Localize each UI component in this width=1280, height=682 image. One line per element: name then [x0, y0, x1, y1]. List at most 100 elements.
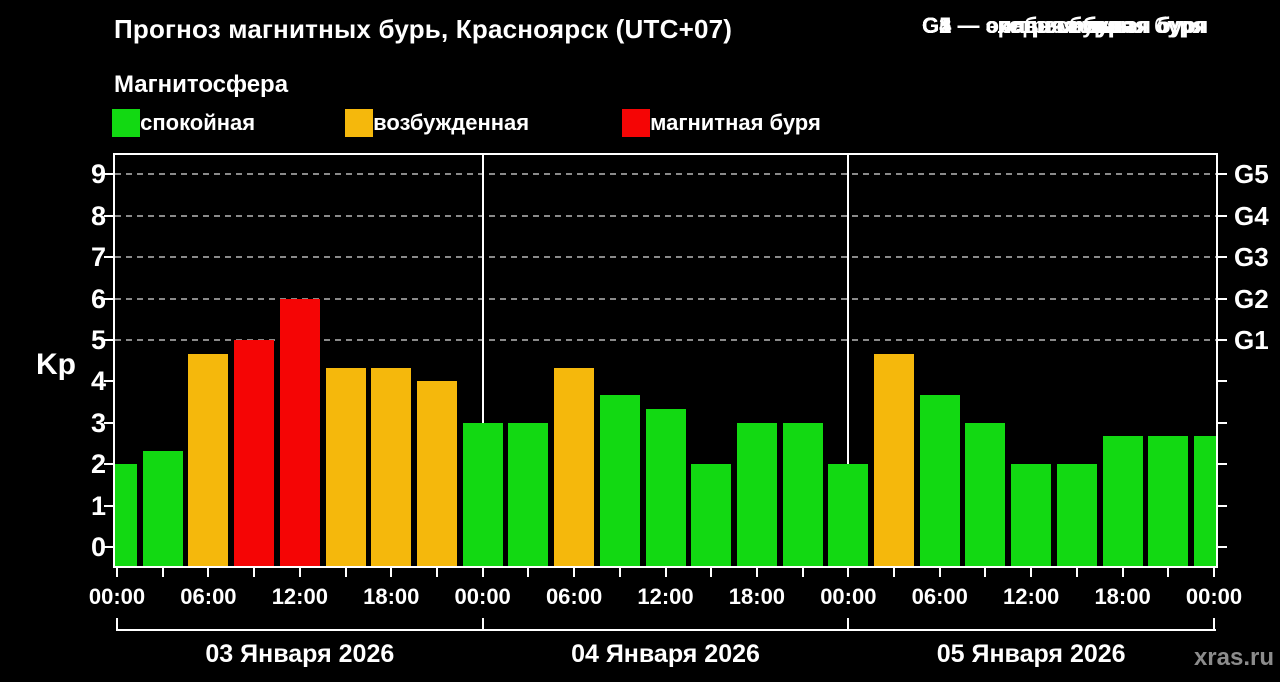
- kp-bar-h15: [325, 367, 366, 566]
- kp-bar-h63: [1056, 464, 1097, 566]
- x-tick-label-h60: 12:00: [1003, 584, 1060, 609]
- x-tick-label-h54: 06:00: [911, 584, 968, 609]
- x-tick-h60: [1030, 568, 1033, 577]
- legend-swatch-quiet: [112, 109, 140, 137]
- kp-bar-h42: [736, 422, 777, 566]
- y-tick-right-4: [1218, 380, 1227, 383]
- day-bracket-tick-3: [1213, 618, 1215, 631]
- x-tick-label-h48: 00:00: [820, 584, 877, 609]
- legend-item-unsettled: — возбужденная: [345, 109, 530, 137]
- y-tick-right-3: [1218, 421, 1227, 424]
- kp-bar-h27: [508, 422, 549, 566]
- y-tick-label-9: 9: [90, 159, 106, 190]
- kp-bar-h36: [645, 409, 686, 566]
- gridline-kp7: [115, 256, 1216, 259]
- x-tick-h6: [207, 568, 210, 577]
- day-label-0: 03 Января 2026: [205, 640, 395, 668]
- day-bracket-tick-0: [116, 618, 118, 631]
- x-tick-h3: [161, 568, 164, 577]
- storm-scale-line-3: G3 — сильная буря: [922, 13, 1135, 38]
- y-tick-right-7: [1218, 256, 1227, 259]
- y-tick-label-2: 2: [90, 449, 106, 480]
- x-tick-h66: [1121, 568, 1124, 577]
- day-bracket-tick-2: [847, 618, 850, 631]
- y-tick-left-6: [104, 297, 113, 300]
- watermark: xras.ru: [1193, 644, 1274, 671]
- y-tick-left-7: [104, 256, 113, 259]
- y-tick-label-7: 7: [90, 242, 106, 273]
- x-tick-h27: [527, 568, 530, 577]
- day-separator: [481, 155, 484, 566]
- kp-bar-h57: [965, 422, 1006, 566]
- x-tick-label-h12: 12:00: [271, 584, 328, 609]
- x-tick-label-h42: 18:00: [728, 584, 786, 609]
- kp-bar-h60: [1011, 464, 1052, 566]
- kp-bar-h12: [279, 298, 320, 566]
- x-tick-h33: [618, 568, 621, 577]
- legend-label-storm: — магнитная буря: [622, 110, 821, 135]
- y-tick-left-2: [104, 463, 113, 466]
- kp-bar-h30: [554, 367, 595, 566]
- storm-scale-line-5: G5 — экстремальная буря: [922, 13, 1209, 38]
- y-tick-right-9: [1218, 173, 1227, 176]
- x-tick-h15: [344, 568, 347, 577]
- day-bracket-tick-1: [481, 618, 484, 631]
- y-tick-right-0: [1218, 546, 1227, 548]
- gridline-kp6: [115, 297, 1216, 300]
- y-tick-right-6: [1218, 297, 1227, 300]
- kp-bar-h24: [462, 422, 503, 566]
- y-tick-label-6: 6: [90, 283, 106, 314]
- kp-bar-h54: [919, 395, 960, 566]
- y-tick-right-5: [1218, 339, 1227, 341]
- legend-label-unsettled: — возбужденная: [345, 110, 530, 135]
- x-tick-h18: [390, 568, 393, 577]
- y-tick-label-1: 1: [90, 490, 106, 521]
- storm-scale-line-1: G1 — слабая буря: [922, 13, 1121, 38]
- kp-bar-h6: [188, 353, 229, 566]
- legend-item-storm: — магнитная буря: [622, 109, 821, 137]
- day-label-2: 05 Января 2026: [936, 640, 1126, 668]
- y-tick-right-2: [1218, 463, 1227, 466]
- y-tick-right-1: [1218, 504, 1227, 507]
- storm-scale-line-2: G2 — средняя буря: [922, 13, 1134, 38]
- gridline-kp9: [115, 173, 1216, 176]
- right-axis-label-G4: G4: [1234, 200, 1269, 231]
- day-bracket-line: [117, 629, 1216, 631]
- x-tick-h48: [847, 568, 850, 577]
- x-tick-label-h6: 06:00: [180, 584, 237, 609]
- x-tick-label-h66: 18:00: [1094, 584, 1151, 609]
- kp-bar-h33: [599, 395, 640, 566]
- right-axis-label-G2: G2: [1234, 283, 1269, 314]
- kp-bar-h9: [234, 340, 275, 566]
- x-tick-h54: [938, 568, 941, 577]
- y-tick-label-0: 0: [90, 532, 106, 562]
- x-tick-h42: [755, 568, 758, 577]
- plot-area: [113, 153, 1218, 568]
- x-tick-h24: [481, 568, 484, 577]
- y-tick-left-0: [104, 546, 113, 548]
- x-tick-h57: [984, 568, 987, 577]
- x-tick-label-h24: 00:00: [454, 584, 511, 609]
- kp-bar-h66: [1102, 436, 1143, 566]
- kp-bar-h21: [416, 381, 457, 566]
- x-tick-h36: [664, 568, 667, 577]
- chart-subtitle: Магнитосфера: [114, 71, 289, 98]
- y-tick-left-9: [104, 173, 113, 176]
- x-tick-label-h30: 06:00: [545, 584, 603, 609]
- gridline-kp8: [115, 214, 1216, 217]
- right-axis-label-G3: G3: [1234, 242, 1269, 273]
- x-tick-h21: [435, 568, 438, 577]
- x-tick-label-h18: 18:00: [363, 584, 420, 609]
- kp-bar-h48: [828, 464, 869, 566]
- day-label-1: 04 Января 2026: [571, 640, 760, 668]
- x-tick-h72: [1213, 568, 1215, 577]
- x-tick-h69: [1167, 568, 1170, 577]
- kp-bar-h72: [1194, 436, 1216, 566]
- x-tick-h0: [116, 568, 118, 577]
- x-tick-h9: [253, 568, 256, 577]
- kp-bar-h39: [691, 464, 732, 566]
- x-tick-label-h36: 12:00: [637, 584, 694, 609]
- y-tick-left-5: [104, 339, 113, 341]
- gridline-kp5: [115, 339, 1216, 341]
- y-axis-title: Kp: [36, 348, 76, 381]
